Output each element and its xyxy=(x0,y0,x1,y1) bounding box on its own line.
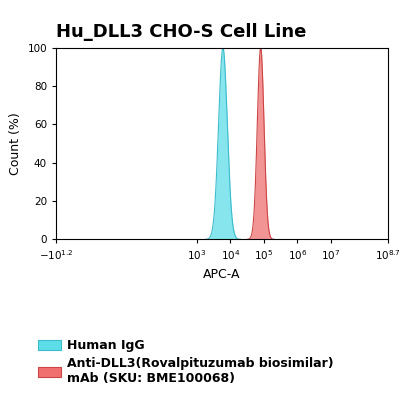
X-axis label: APC-A: APC-A xyxy=(203,268,241,281)
Legend: Human IgG, Anti-DLL3(Rovalpituzumab biosimilar)
mAb (SKU: BME100068): Human IgG, Anti-DLL3(Rovalpituzumab bios… xyxy=(34,335,337,389)
Y-axis label: Count (%): Count (%) xyxy=(9,112,22,175)
Text: Hu_DLL3 CHO-S Cell Line: Hu_DLL3 CHO-S Cell Line xyxy=(56,23,306,41)
